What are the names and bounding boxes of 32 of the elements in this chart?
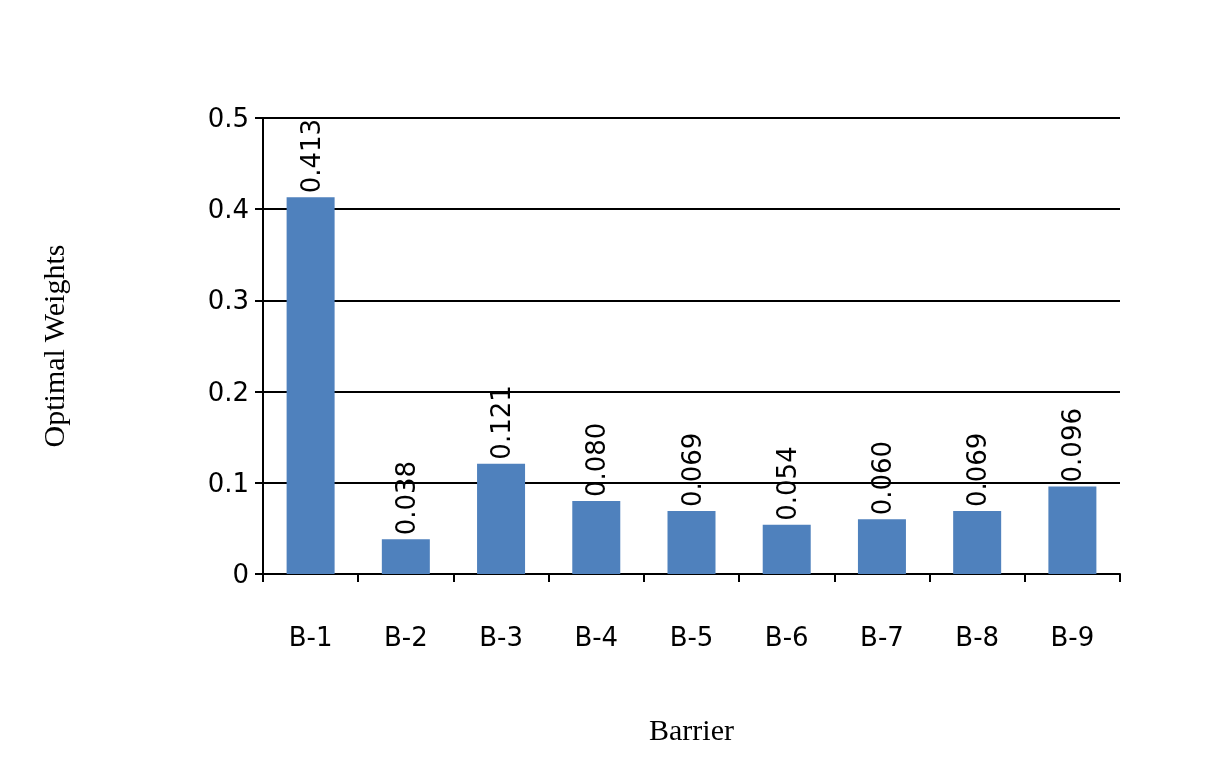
- bar: [762, 524, 811, 574]
- data-label: 0.413: [295, 118, 326, 194]
- bar: [1048, 486, 1097, 574]
- data-label: 0.080: [581, 422, 612, 498]
- bar: [477, 463, 526, 574]
- y-tick-label: 0: [232, 559, 249, 589]
- data-label: 0.060: [866, 440, 897, 516]
- bar: [572, 501, 621, 574]
- x-tick-label: B-1: [288, 622, 333, 652]
- bar: [381, 539, 430, 574]
- y-tick-label: 0.2: [207, 376, 249, 407]
- y-axis-title: Optimal Weights: [36, 244, 70, 448]
- x-tick-label: B-4: [574, 622, 619, 652]
- x-tick-label: B-6: [764, 622, 809, 652]
- bar: [953, 511, 1002, 574]
- bar: [286, 197, 335, 574]
- data-label: 0.069: [676, 432, 707, 508]
- y-tick-label: 0.5: [207, 103, 249, 133]
- bar: [857, 519, 906, 574]
- y-tick-label: 0.3: [207, 285, 249, 316]
- x-tick-label: B-7: [860, 622, 904, 652]
- data-label: 0.096: [1057, 408, 1088, 483]
- x-axis-title: Barrier: [649, 712, 734, 746]
- y-tick-label: 0.1: [207, 467, 249, 498]
- bar: [667, 511, 716, 574]
- y-tick-label: 0.4: [207, 194, 249, 225]
- x-tick-label: B-9: [1050, 622, 1095, 652]
- x-tick-label: B-8: [955, 622, 1000, 652]
- x-tick-label: B-5: [669, 622, 714, 652]
- x-tick-label: B-3: [479, 622, 523, 652]
- x-tick-label: B-2: [383, 622, 428, 652]
- data-label: 0.069: [962, 432, 993, 508]
